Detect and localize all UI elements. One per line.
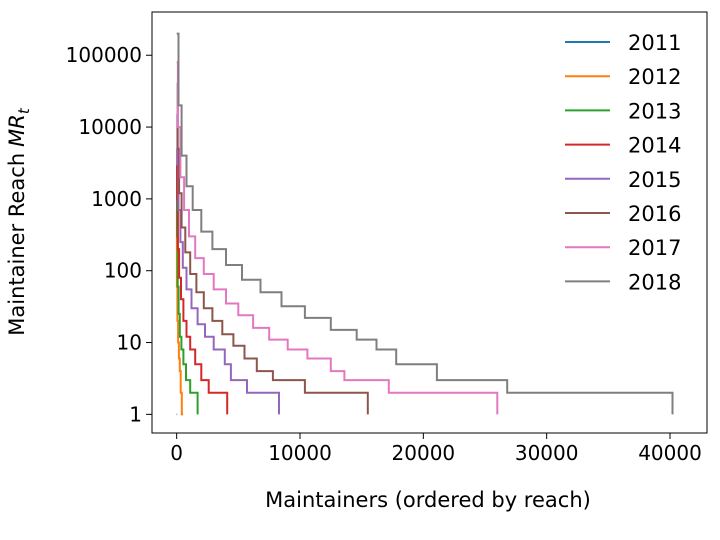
legend-label-2011: 2011 xyxy=(628,31,681,55)
legend-label-2016: 2016 xyxy=(628,202,681,226)
y-tick-label-2: 100 xyxy=(104,259,142,283)
series-line-2016 xyxy=(176,82,369,415)
y-tick-label-1: 10 xyxy=(117,331,142,355)
series-line-2015 xyxy=(176,113,280,415)
x-tick-label-3: 30000 xyxy=(515,441,579,465)
legend-label-2018: 2018 xyxy=(628,270,681,294)
legend-label-2014: 2014 xyxy=(628,134,681,158)
y-axis-label-math: MR xyxy=(5,114,29,147)
x-tick-label-0: 0 xyxy=(170,441,183,465)
y-tick-label-3: 1000 xyxy=(91,187,142,211)
legend-label-2012: 2012 xyxy=(628,65,681,89)
y-axis-label: Maintainer Reach MRt xyxy=(5,107,33,336)
legend: 2011 2012 2013 2014 2015 2016 2017 2018 xyxy=(565,31,681,294)
x-axis-label: Maintainers (ordered by reach) xyxy=(265,488,591,512)
x-tick-label-4: 40000 xyxy=(638,441,702,465)
y-tick-label-5: 100000 xyxy=(66,43,142,67)
plot-frame xyxy=(151,11,708,434)
y-axis-label-subscript: t xyxy=(15,107,33,114)
y-axis-label-text: Maintainer Reach xyxy=(5,153,29,336)
series-line-2017 xyxy=(176,61,499,415)
legend-label-2013: 2013 xyxy=(628,99,681,123)
x-axis: 0 10000 20000 30000 40000 xyxy=(170,433,702,465)
x-tick-label-2: 20000 xyxy=(392,441,456,465)
series-line-2018 xyxy=(176,32,674,415)
legend-label-2017: 2017 xyxy=(628,236,681,260)
y-axis: 1 10 100 1000 10000 100000 xyxy=(66,43,152,426)
x-tick-label-1: 10000 xyxy=(268,441,332,465)
series-line-2014 xyxy=(176,147,229,415)
series-layer xyxy=(175,32,674,416)
y-tick-label-0: 1 xyxy=(129,402,142,426)
legend-label-2015: 2015 xyxy=(628,168,681,192)
y-tick-label-4: 10000 xyxy=(78,115,142,139)
